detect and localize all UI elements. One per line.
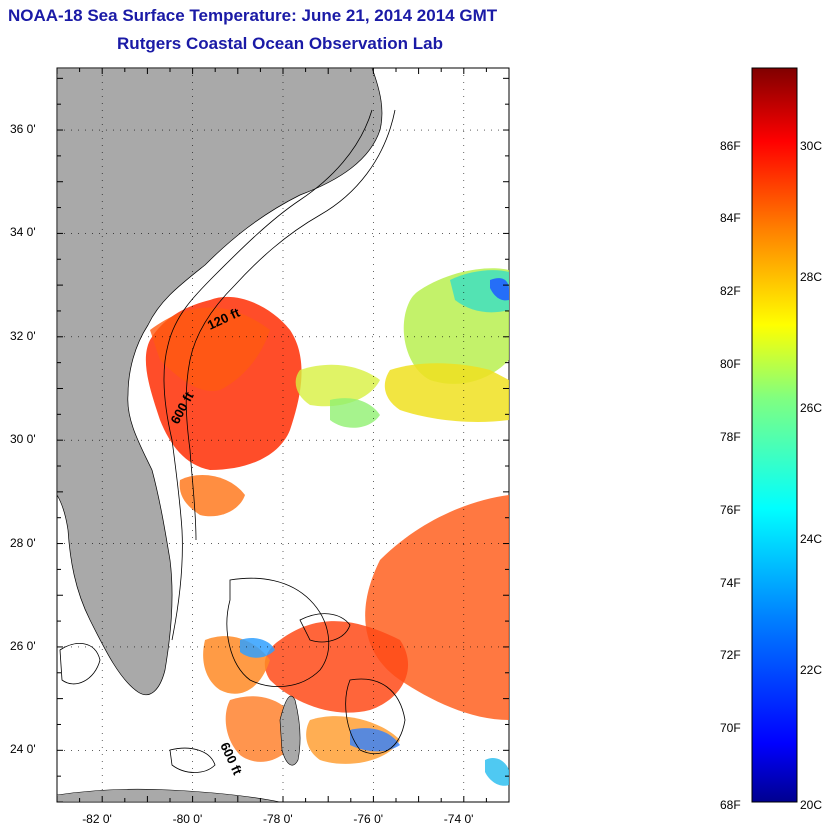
land-mass xyxy=(57,68,383,696)
lat-label: 30 0' xyxy=(10,432,36,447)
colorbar-label-f: 78F xyxy=(720,429,741,444)
map-subtitle: Rutgers Coastal Ocean Observation Lab xyxy=(117,34,443,53)
map-title: NOAA-18 Sea Surface Temperature: June 21… xyxy=(8,6,498,25)
lat-label: 36 0' xyxy=(10,122,36,137)
bahamas-land xyxy=(279,695,301,766)
axis-ticks xyxy=(56,68,797,803)
colorbar-label-f: 68F xyxy=(720,798,741,812)
bathymetry-contours xyxy=(59,109,406,773)
lat-label: 24 0' xyxy=(10,742,36,757)
colorbar-label-f: 70F xyxy=(720,721,741,736)
sst-cool-patch xyxy=(240,268,509,786)
lat-label: 26 0' xyxy=(10,638,36,653)
colorbar-label-f: 80F xyxy=(720,357,741,372)
colorbar-label-c: 30C xyxy=(800,138,823,153)
colorbar-label-f: 84F xyxy=(720,211,741,226)
cuba-land xyxy=(57,788,281,802)
colorbar-label-f: 86F xyxy=(720,138,741,153)
colorbar-label-f: 74F xyxy=(720,575,741,590)
colorbar-label-c: 22C xyxy=(800,662,823,677)
lon-label: -74 0' xyxy=(443,812,474,826)
sst-warm-patch xyxy=(145,296,509,764)
colorbar-label-c: 26C xyxy=(800,400,823,415)
colorbar-label-c: 24C xyxy=(800,531,823,546)
colorbar xyxy=(751,67,798,803)
lat-label: 28 0' xyxy=(10,535,36,550)
colorbar-label-f: 82F xyxy=(720,284,741,299)
lon-label: -80 0' xyxy=(172,812,203,826)
colorbar-label-f: 72F xyxy=(720,648,741,663)
lon-label: -76 0' xyxy=(353,812,384,826)
lon-label: -78 0' xyxy=(263,812,293,826)
colorbar-label-c: 28C xyxy=(800,269,823,284)
colorbar-label-f: 76F xyxy=(720,502,741,517)
lat-label: 32 0' xyxy=(10,328,36,343)
colorbar-label-c: 20C xyxy=(800,798,823,812)
lon-label: -82 0' xyxy=(82,812,112,826)
lat-label: 34 0' xyxy=(10,225,36,240)
